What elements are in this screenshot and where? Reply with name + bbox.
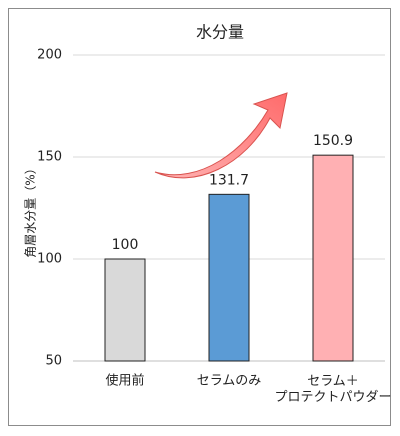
value-label: 131.7	[209, 172, 249, 188]
bar	[208, 193, 250, 362]
value-label: 100	[112, 237, 139, 253]
y-tick-label: 50	[45, 354, 62, 369]
x-tick-label: セラムのみ	[197, 374, 262, 389]
bar	[104, 258, 146, 362]
trend-arrow	[154, 92, 288, 179]
chart-title: 水分量	[196, 23, 244, 42]
y-tick-label: 200	[37, 48, 62, 63]
x-tick-label: セラム＋プロテクトパウダー	[274, 374, 391, 405]
y-tick-label: 100	[37, 252, 62, 267]
plot-area: 50 100 150 200 使用前 100 セラムのみ 131.7 セラム＋プロテクトパウダー…	[37, 48, 391, 405]
x-tick-label: 使用前	[105, 373, 144, 389]
value-label: 150.9	[313, 133, 353, 149]
y-axis-label: 角層水分量（%）	[24, 162, 38, 257]
bar	[312, 154, 354, 362]
y-tick-label: 150	[37, 150, 62, 165]
